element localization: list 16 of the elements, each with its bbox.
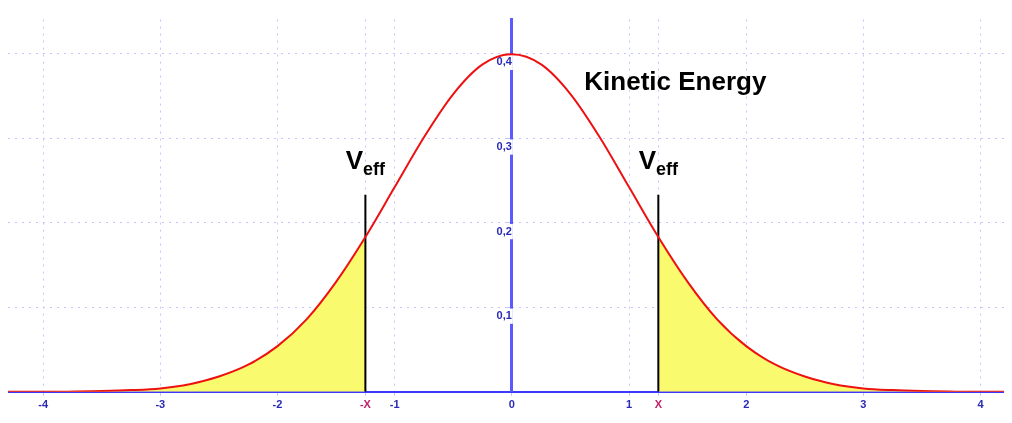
x-tick-label: -2	[272, 398, 283, 411]
x-tick-label: -3	[155, 398, 166, 411]
x-tick-label: 0	[508, 398, 515, 411]
y-tick-label: 0,4	[496, 55, 513, 68]
x-tick-label: 1	[625, 398, 633, 411]
x-tick-label: -1	[389, 398, 400, 411]
y-tick-label: 0,2	[496, 224, 512, 237]
x-tick-label: 2	[743, 398, 750, 411]
y-tick-label: 0,1	[496, 309, 512, 322]
x-tick-label: X	[654, 398, 663, 411]
annotation: Kinetic Energy	[584, 65, 767, 96]
x-tick-label: -4	[38, 398, 49, 411]
x-tick-label: 4	[977, 398, 985, 411]
x-tick-label: 3	[860, 398, 867, 411]
y-tick-label: 0,3	[496, 140, 512, 153]
x-tick-label: -X	[359, 398, 372, 411]
